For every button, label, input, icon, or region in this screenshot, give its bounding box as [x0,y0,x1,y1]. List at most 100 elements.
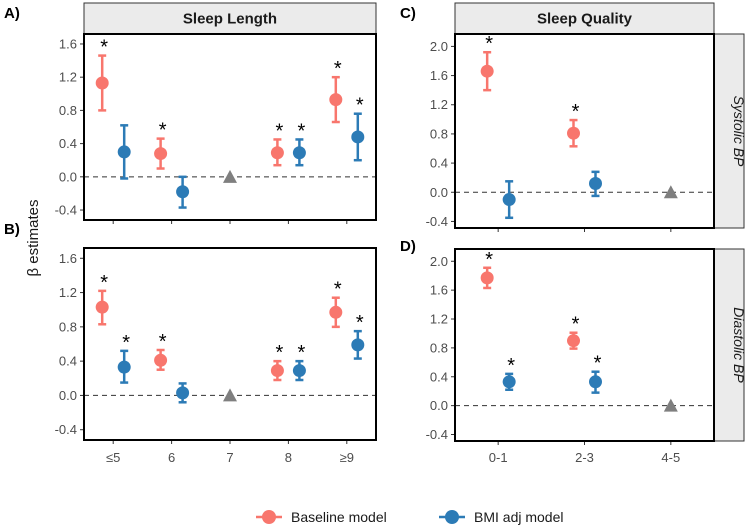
bmi-adj-le5-point [117,145,131,159]
panel-border [83,247,377,441]
y-tick-label: -0.4 [55,422,77,437]
panel-border [454,33,715,229]
y-tick-label: 0.8 [59,103,77,118]
panel-a: Sleep Length A) -0.4 0.0 0.4 0.8 1.2 1.6 * * * * * * [4,2,377,224]
facet-strip-side [713,33,745,229]
x-tick-label-ge9: ≥9 [340,450,354,465]
baseline-0-1-significance-star: * [485,33,493,55]
x-tick-label-4-5: 4-5 [661,450,680,465]
y-tick-label: 0.4 [430,369,448,384]
baseline-ge9-significance-star: * [334,58,342,80]
y-tick-label: 0.8 [430,126,448,141]
baseline-le5-point [95,300,109,314]
bmi-adj-le5-significance-star: * [122,332,130,354]
baseline-0-1-significance-star: * [485,249,493,271]
bmi-adj-ge9-significance-star: * [356,312,364,334]
baseline-6-point [154,353,168,367]
panel-letter: D) [400,238,416,255]
baseline-6-significance-star: * [159,331,167,353]
facet-strip-title: Sleep Quality [537,11,633,28]
x-tick-label-8: 8 [285,450,292,465]
facet-strip-side-label: Diastolic BP [731,307,747,383]
bmi-adj-2-3-significance-star: * [594,353,602,375]
panel-d: Diastolic BP D) -0.4 0.0 0.4 0.8 1.2 1.6 2.0 0-1 2… [400,238,747,465]
y-tick-label: 1.6 [59,36,77,51]
reference-category-marker [223,388,237,402]
y-tick-label: 1.2 [59,70,77,85]
facet-strip-top [454,2,715,35]
reference-category-marker [223,169,237,183]
y-tick-label: 1.6 [430,68,448,83]
x-tick-label-7: 7 [226,450,233,465]
y-tick-label: 0.4 [59,354,77,369]
y-tick-label: 0.8 [59,319,77,334]
facet-strip-top [83,2,377,35]
facet-strip-title: Sleep Length [183,11,277,28]
bmi-adj-0-1-significance-star: * [507,355,515,377]
y-tick-label: -0.4 [426,214,448,229]
y-tick-label: 1.6 [59,251,77,266]
bmi-adj-0-1-point [502,375,516,389]
baseline-8-point [270,364,284,378]
bmi-adj-8-significance-star: * [298,120,306,142]
panel-background [84,34,376,220]
y-tick-label: -0.4 [55,203,77,218]
bmi-adj-ge9-significance-star: * [356,95,364,117]
bmi-adj-8-significance-star: * [298,342,306,364]
legend-bmi-swatch [445,510,459,524]
y-tick-label: 0.0 [59,388,77,403]
y-tick-label: 1.2 [430,312,448,327]
y-axis-title: β estimates [25,200,42,277]
baseline-ge9-significance-star: * [334,279,342,301]
x-tick-label-0-1: 0-1 [489,450,508,465]
reference-category-marker [663,398,678,412]
baseline-ge9-point [329,93,343,107]
y-tick-label: -0.4 [426,427,448,442]
bmi-adj-le5-point [117,360,131,374]
panel-background [455,249,714,441]
y-tick-label: 1.2 [59,285,77,300]
baseline-ge9-point [329,305,343,319]
baseline-0-1-point [480,271,494,285]
y-tick-label: 0.0 [59,169,77,184]
baseline-8-significance-star: * [276,342,284,364]
baseline-8-significance-star: * [276,120,284,142]
baseline-6-significance-star: * [159,120,167,142]
facet-strip-side-label: Systolic BP [731,96,747,167]
panel-b: B) -0.4 0.0 0.4 0.8 1.2 1.6 ≤5 6 7 8 ≥9 * * * * * * * [4,221,377,465]
legend-baseline-label: Baseline model [291,509,387,525]
baseline-6-point [154,147,168,161]
baseline-le5-significance-star: * [100,37,108,59]
reference-category-marker [663,185,678,199]
baseline-le5-significance-star: * [100,272,108,294]
panel-letter: A) [4,5,20,22]
y-tick-label: 0.0 [430,398,448,413]
bmi-adj-ge9-point [351,130,365,144]
bmi-adj-2-3-point [589,375,602,389]
panel-background [84,248,376,440]
panel-border [454,248,715,442]
x-tick-label-2-3: 2-3 [575,450,594,465]
baseline-0-1-point [480,64,494,78]
facet-strip-side [713,248,745,442]
legend: Baseline model BMI adj model [256,509,563,525]
baseline-2-3-significance-star: * [572,314,580,336]
bmi-adj-ge9-point [351,338,365,352]
legend-baseline-swatch [262,510,276,524]
bmi-adj-6-point [176,185,190,199]
panel-background [455,34,714,228]
baseline-2-3-significance-star: * [572,101,580,123]
bmi-adj-8-point [292,146,306,160]
panel-border [83,33,377,221]
bmi-adj-2-3-point [589,177,602,191]
panel-c: Sleep Quality Systolic BP C) -0.4 0.0 0.4 0.8 1… [400,2,747,232]
baseline-8-point [270,146,284,160]
panel-letter: B) [4,221,20,238]
baseline-2-3-point [567,126,580,140]
baseline-le5-point [95,76,109,90]
y-tick-label: 0.0 [430,185,448,200]
y-tick-label: 0.8 [430,340,448,355]
bmi-adj-6-point [176,386,190,400]
panel-letter: C) [400,5,416,22]
